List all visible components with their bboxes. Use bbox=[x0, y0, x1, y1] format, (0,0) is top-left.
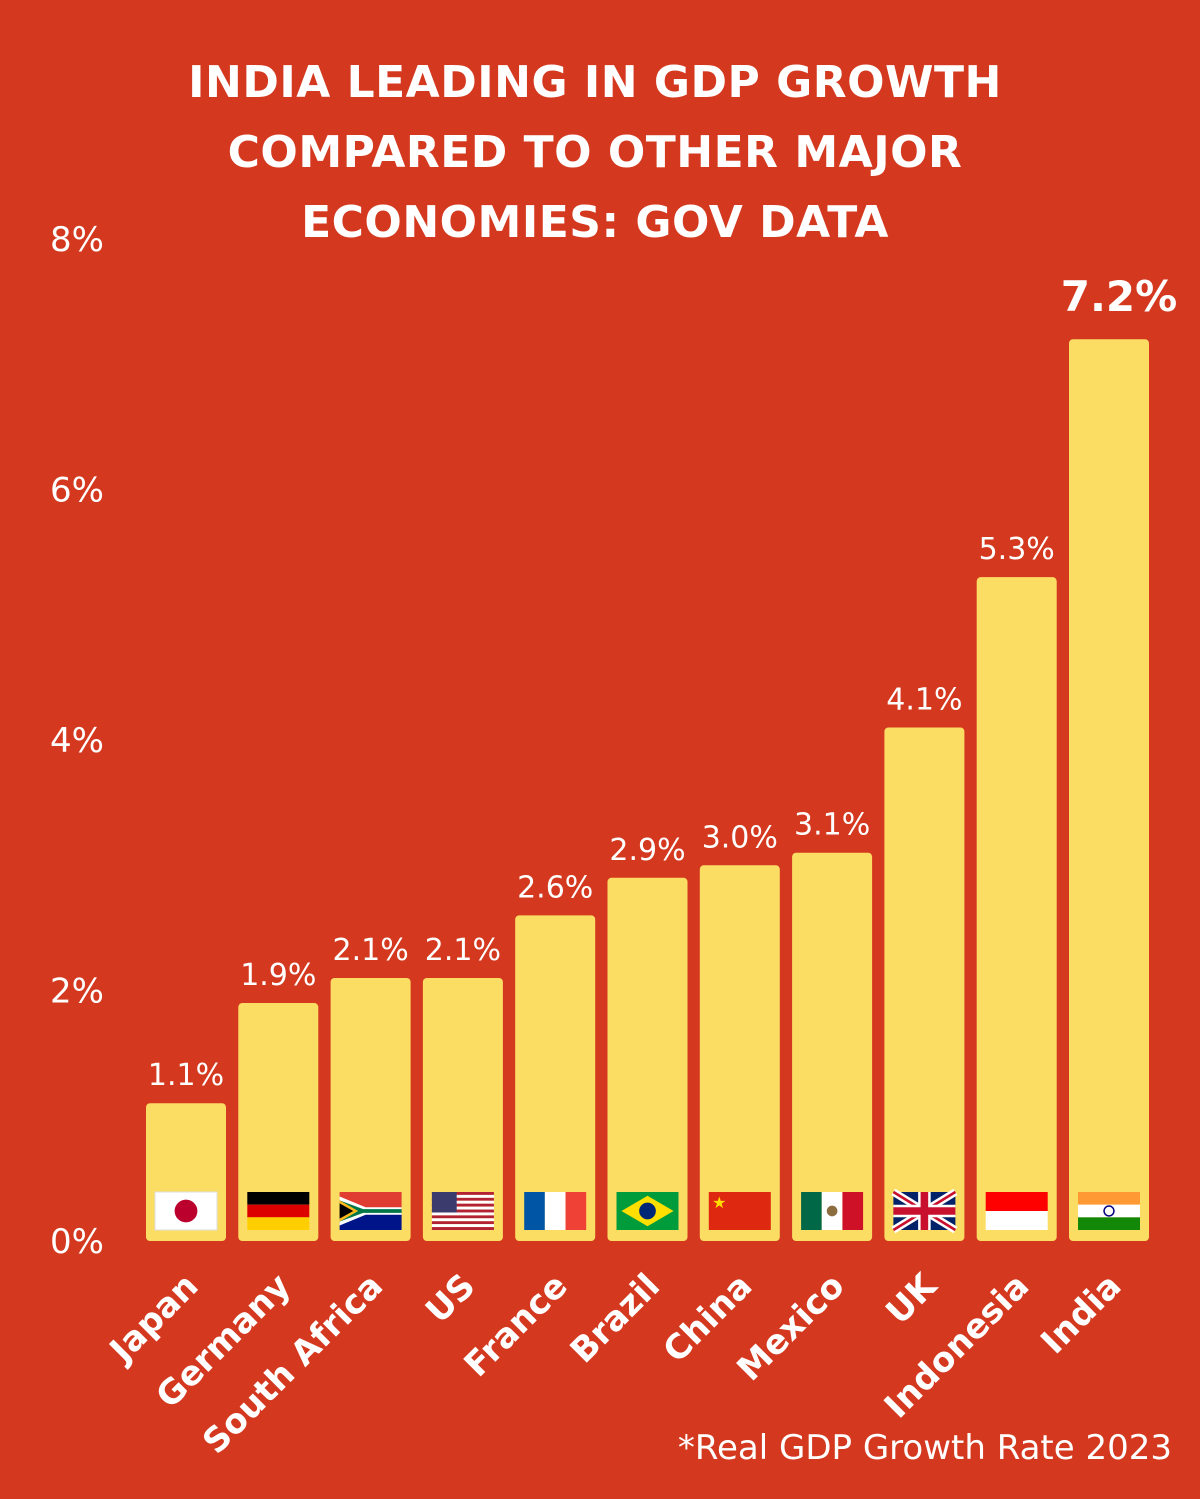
bar bbox=[607, 877, 688, 1241]
value-label: 7.2% bbox=[1061, 272, 1177, 321]
uk-flag-icon bbox=[891, 1188, 958, 1234]
value-label: 1.9% bbox=[240, 958, 316, 993]
y-tick-label: 4% bbox=[50, 721, 104, 761]
indonesia-flag-icon bbox=[985, 1192, 1048, 1230]
value-label: 1.1% bbox=[148, 1058, 224, 1093]
value-label: 5.3% bbox=[979, 532, 1055, 567]
japan-flag-icon bbox=[154, 1191, 218, 1231]
us-flag-icon bbox=[431, 1192, 494, 1230]
germany-flag-icon bbox=[247, 1192, 310, 1230]
bar bbox=[238, 1003, 319, 1241]
china-flag-icon: ★ bbox=[708, 1192, 771, 1230]
bar bbox=[515, 915, 596, 1241]
france-flag-icon bbox=[524, 1192, 587, 1230]
bar bbox=[976, 577, 1057, 1241]
south-africa-flag-icon bbox=[339, 1192, 402, 1230]
bar bbox=[792, 852, 873, 1241]
category-label: UK bbox=[878, 1265, 946, 1333]
category-label: France bbox=[457, 1266, 576, 1385]
bar bbox=[699, 865, 780, 1241]
value-label: 4.1% bbox=[886, 682, 962, 717]
y-tick-label: 8% bbox=[50, 220, 104, 260]
bar bbox=[884, 727, 965, 1241]
category-label: India bbox=[1033, 1266, 1129, 1362]
category-label: Brazil bbox=[563, 1266, 668, 1371]
value-label: 3.1% bbox=[794, 808, 870, 843]
y-tick-label: 6% bbox=[50, 471, 104, 511]
bar bbox=[330, 977, 411, 1241]
bar bbox=[1069, 339, 1149, 1241]
value-label: 2.1% bbox=[425, 933, 501, 968]
value-label: 2.1% bbox=[332, 933, 408, 968]
y-tick-label: 0% bbox=[50, 1222, 104, 1262]
y-tick-label: 2% bbox=[50, 972, 104, 1012]
bar bbox=[422, 977, 503, 1241]
brazil-flag-icon bbox=[616, 1192, 679, 1230]
india-flag-icon bbox=[1078, 1192, 1140, 1230]
chart-footnote: *Real GDP Growth Rate 2023 bbox=[677, 1428, 1172, 1468]
value-label: 3.0% bbox=[702, 820, 778, 855]
value-label: 2.9% bbox=[609, 833, 685, 868]
chart-title: INDIA LEADING IN GDP GROWTH COMPARED TO … bbox=[188, 57, 1002, 248]
svg-text:★: ★ bbox=[712, 1193, 726, 1212]
mexico-flag-icon bbox=[801, 1192, 864, 1230]
category-label: US bbox=[418, 1266, 483, 1331]
value-label: 2.6% bbox=[517, 870, 593, 905]
